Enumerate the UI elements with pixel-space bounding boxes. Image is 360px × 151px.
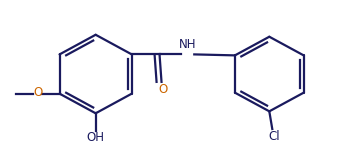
Text: O: O bbox=[33, 86, 42, 99]
Text: O: O bbox=[158, 83, 167, 96]
Text: OH: OH bbox=[87, 131, 105, 144]
Text: Cl: Cl bbox=[269, 130, 280, 143]
Text: NH: NH bbox=[179, 38, 196, 51]
